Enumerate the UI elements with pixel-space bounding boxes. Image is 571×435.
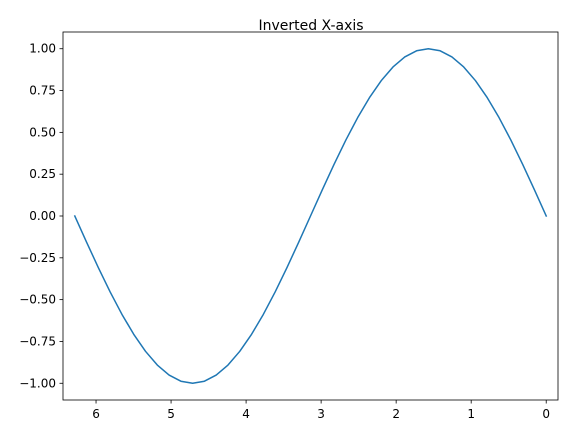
x-tick-label: 2 xyxy=(392,407,400,421)
y-tick-label: −0.50 xyxy=(19,293,56,307)
plot-area xyxy=(73,47,548,385)
y-tick-label: −0.75 xyxy=(19,334,56,348)
x-tick-label: 5 xyxy=(167,407,175,421)
x-tick-label: 1 xyxy=(467,407,475,421)
y-tick-label: 0.75 xyxy=(29,84,56,98)
series-line-0 xyxy=(73,47,548,385)
x-tick-label: 6 xyxy=(92,407,100,421)
x-tick-label: 4 xyxy=(242,407,250,421)
y-tick-label: 0.50 xyxy=(29,125,56,139)
x-tick-label: 0 xyxy=(542,407,550,421)
y-tick-label: −0.25 xyxy=(19,251,56,265)
y-tick-label: 0.25 xyxy=(29,167,56,181)
y-tick-label: −1.00 xyxy=(19,376,56,390)
x-axis: 6 5 4 3 2 1 0 xyxy=(92,400,550,421)
y-tick-label: 0.00 xyxy=(29,209,56,223)
y-tick-label: 1.00 xyxy=(29,42,56,56)
x-tick-label: 3 xyxy=(317,407,325,421)
chart-title: Inverted X-axis xyxy=(258,18,363,34)
y-axis: 1.00 0.75 0.50 0.25 0.00 −0.25 −0.50 −0.75 −1.00 xyxy=(19,42,63,390)
